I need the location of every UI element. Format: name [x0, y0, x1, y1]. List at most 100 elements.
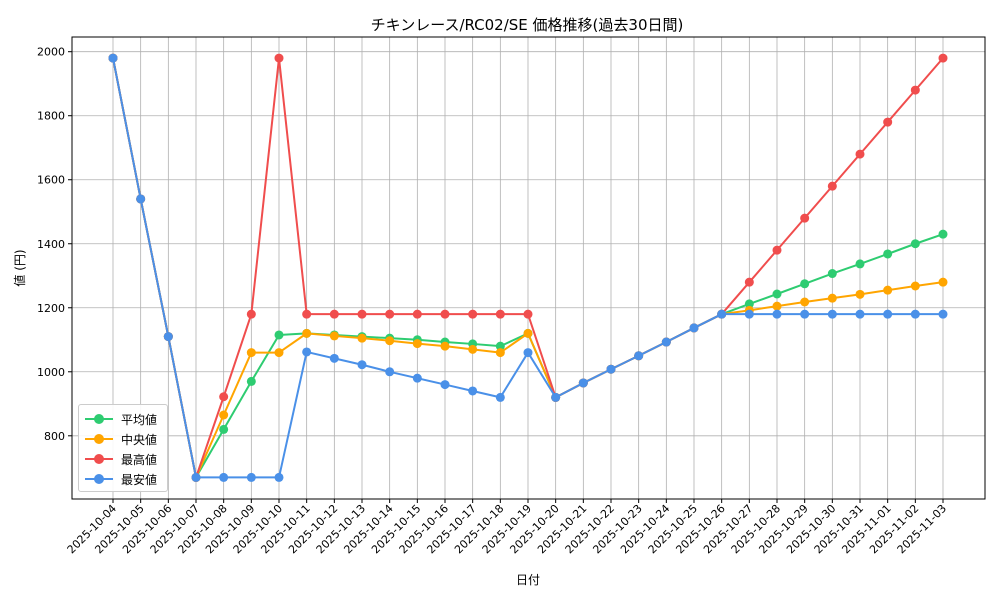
- legend-item-max: 最高値: [85, 449, 161, 469]
- data-point-max: [495, 309, 505, 319]
- data-point-min: [108, 53, 118, 63]
- data-point-min: [329, 353, 339, 363]
- data-point-min: [661, 337, 671, 347]
- data-point-min: [634, 351, 644, 361]
- legend-label-average: 平均値: [121, 412, 158, 427]
- data-point-average: [883, 249, 893, 259]
- data-point-median: [800, 297, 810, 307]
- data-point-min: [772, 309, 782, 319]
- data-point-min: [385, 367, 395, 377]
- data-point-max: [468, 309, 478, 319]
- data-point-median: [357, 333, 367, 343]
- series-min: [108, 53, 948, 482]
- legend-item-min: 最安値: [85, 469, 161, 489]
- y-tick-label: 1800: [37, 110, 65, 123]
- data-point-median: [274, 348, 284, 358]
- data-point-min: [274, 472, 284, 482]
- data-point-median: [302, 328, 312, 338]
- data-point-max: [246, 309, 256, 319]
- data-point-median: [219, 410, 229, 420]
- data-point-average: [827, 269, 837, 279]
- legend-item-average: 平均値: [85, 409, 161, 429]
- y-tick-label: 1400: [37, 238, 65, 251]
- legend-swatch-max: [85, 453, 113, 465]
- data-point-median: [855, 289, 865, 299]
- data-point-max: [302, 309, 312, 319]
- legend-label-max: 最高値: [121, 452, 158, 467]
- data-point-max: [910, 85, 920, 95]
- data-point-max: [827, 181, 837, 191]
- data-point-max: [855, 149, 865, 159]
- data-point-min: [136, 194, 146, 204]
- data-point-min: [191, 472, 201, 482]
- grid-lines: [72, 37, 985, 499]
- data-point-max: [744, 277, 754, 287]
- data-point-max: [219, 392, 229, 402]
- x-axis: 2025-10-042025-10-052025-10-062025-10-07…: [65, 499, 949, 556]
- data-point-min: [689, 323, 699, 333]
- data-point-min: [412, 373, 422, 383]
- data-point-max: [357, 309, 367, 319]
- data-point-median: [938, 277, 948, 287]
- data-point-min: [800, 309, 810, 319]
- legend-label-median: 中央値: [121, 432, 158, 447]
- data-point-max: [440, 309, 450, 319]
- y-tick-label: 1200: [37, 302, 65, 315]
- data-point-median: [883, 285, 893, 295]
- data-point-min: [578, 378, 588, 388]
- data-point-average: [938, 229, 948, 239]
- data-point-max: [523, 309, 533, 319]
- data-point-median: [440, 341, 450, 351]
- legend-swatch-average: [85, 413, 113, 425]
- data-point-median: [385, 336, 395, 346]
- data-point-max: [800, 213, 810, 223]
- data-point-average: [800, 279, 810, 289]
- data-point-median: [412, 339, 422, 349]
- legend-item-median: 中央値: [85, 429, 161, 449]
- data-point-average: [274, 330, 284, 340]
- data-point-median: [772, 301, 782, 311]
- data-point-max: [883, 117, 893, 127]
- data-point-max: [772, 245, 782, 255]
- data-point-min: [495, 392, 505, 402]
- data-point-max: [412, 309, 422, 319]
- data-point-median: [246, 348, 256, 358]
- y-tick-label: 1600: [37, 174, 65, 187]
- data-point-min: [827, 309, 837, 319]
- data-point-max: [274, 53, 284, 63]
- y-axis: 800 1000 1200 1400 1600 1800 2000: [37, 46, 72, 443]
- data-point-average: [246, 376, 256, 386]
- data-point-average: [744, 299, 754, 309]
- data-point-average: [219, 424, 229, 434]
- data-point-min: [910, 309, 920, 319]
- legend-swatch-median: [85, 433, 113, 445]
- data-point-min: [246, 472, 256, 482]
- y-axis-label: 値 (円): [12, 249, 27, 286]
- data-point-max: [385, 309, 395, 319]
- data-point-median: [468, 344, 478, 354]
- legend-label-min: 最安値: [121, 472, 158, 487]
- data-point-min: [163, 332, 173, 342]
- data-point-min: [468, 386, 478, 396]
- legend-swatch-min: [85, 473, 113, 485]
- data-point-min: [717, 309, 727, 319]
- data-point-median: [495, 348, 505, 358]
- data-point-average: [772, 289, 782, 299]
- data-point-min: [606, 364, 616, 374]
- data-point-min: [523, 348, 533, 358]
- data-point-average: [495, 341, 505, 351]
- data-point-min: [938, 309, 948, 319]
- data-point-min: [883, 309, 893, 319]
- y-tick-label: 1000: [37, 366, 65, 379]
- data-point-median: [523, 328, 533, 338]
- legend: 平均値 中央値 最高値 最安値: [78, 404, 168, 492]
- data-point-min: [551, 392, 561, 402]
- data-point-max: [329, 309, 339, 319]
- series-group: [108, 53, 948, 482]
- data-point-min: [302, 347, 312, 357]
- data-point-min: [855, 309, 865, 319]
- data-point-median: [910, 281, 920, 291]
- data-point-max: [938, 53, 948, 63]
- data-point-average: [910, 239, 920, 249]
